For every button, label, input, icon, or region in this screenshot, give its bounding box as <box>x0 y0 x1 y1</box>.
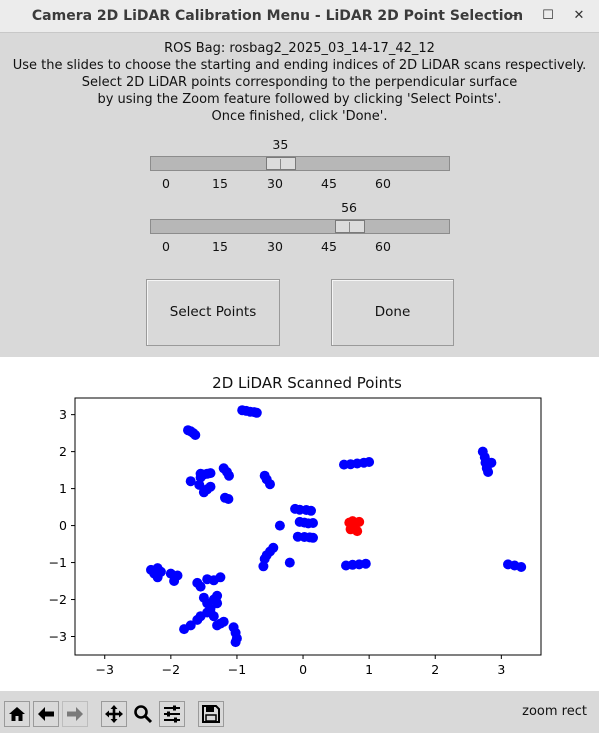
lidar-point <box>185 620 196 631</box>
y-tick-label: 0 <box>59 518 67 533</box>
lidar-point <box>215 572 226 583</box>
lidar-point <box>205 468 216 479</box>
forward-icon <box>67 707 83 721</box>
start-tick-label: 15 <box>212 176 228 191</box>
y-tick-label: −3 <box>49 629 67 644</box>
lidar-point <box>190 430 201 440</box>
instruction-line-3: by using the Zoom feature followed by cl… <box>97 92 502 107</box>
start-tick-label: 0 <box>162 176 170 191</box>
lidar-point <box>251 407 262 418</box>
instruction-line-4: Once finished, click 'Done'. <box>211 109 388 124</box>
lidar-point <box>218 616 229 627</box>
zoom-button[interactable] <box>130 701 156 727</box>
lidar-point <box>169 576 180 586</box>
lidar-point <box>155 566 166 577</box>
y-tick-label: 2 <box>59 444 67 459</box>
lidar-point <box>208 611 219 622</box>
lidar-point <box>360 558 371 569</box>
instructions: ROS Bag: rosbag2_2025_03_14-17_42_12 Use… <box>0 40 599 125</box>
lidar-point <box>364 457 375 467</box>
lidar-point <box>486 457 497 468</box>
x-tick-label: −2 <box>162 662 180 677</box>
minimize-button[interactable]: – <box>511 8 519 23</box>
close-button[interactable]: ✕ <box>573 8 585 23</box>
end-slider-trough[interactable] <box>150 219 450 234</box>
lidar-point <box>516 562 527 572</box>
y-tick-label: −1 <box>49 555 67 570</box>
lidar-point <box>274 520 285 531</box>
forward-button[interactable] <box>62 701 88 727</box>
end-slider-value: 56 <box>341 200 357 215</box>
rosbag-label: ROS Bag: rosbag2_2025_03_14-17_42_12 <box>164 41 435 56</box>
configure-subplots-button[interactable] <box>159 701 185 727</box>
window-titlebar[interactable]: Camera 2D LiDAR Calibration Menu - LiDAR… <box>0 0 599 33</box>
lidar-point <box>224 470 234 481</box>
start-slider-handle[interactable] <box>266 157 297 170</box>
lidar-point <box>259 553 270 564</box>
instruction-line-2: Select 2D LiDAR points corresponding to … <box>81 75 518 90</box>
done-button[interactable]: Done <box>331 279 454 346</box>
x-tick-label: 1 <box>365 662 373 677</box>
x-tick-label: 0 <box>299 662 307 677</box>
start-tick-label: 60 <box>375 176 391 191</box>
instruction-line-1: Use the slides to choose the starting an… <box>12 58 587 73</box>
lidar-point <box>195 581 206 592</box>
end-tick-label: 45 <box>321 239 337 254</box>
lidar-point <box>194 479 205 490</box>
lidar-point <box>284 557 295 568</box>
save-icon <box>202 705 220 723</box>
end-tick-label: 30 <box>267 239 283 254</box>
lidar-point <box>185 476 196 487</box>
control-panel: ROS Bag: rosbag2_2025_03_14-17_42_12 Use… <box>0 33 599 357</box>
save-button[interactable] <box>198 701 224 727</box>
chart-title: 2D LiDAR Scanned Points <box>212 374 402 392</box>
y-tick-label: 3 <box>59 407 67 422</box>
end-tick-label: 0 <box>162 239 170 254</box>
y-tick-label: 1 <box>59 481 67 496</box>
start-slider-value: 35 <box>272 137 289 152</box>
lidar-point <box>308 518 318 528</box>
zoom-icon <box>134 705 153 724</box>
end-index-slider[interactable]: 56 0 15 30 45 60 <box>150 200 450 260</box>
select-points-button[interactable]: Select Points <box>146 279 280 346</box>
configure-subplots-icon <box>164 705 180 723</box>
lidar-point <box>195 472 206 483</box>
pan-button[interactable] <box>101 701 127 727</box>
lidar-point <box>212 598 223 609</box>
end-tick-label: 60 <box>375 239 391 254</box>
lidar-point <box>308 532 318 543</box>
end-slider-handle[interactable] <box>335 220 366 233</box>
start-tick-label: 45 <box>321 176 337 191</box>
selected-lidar-point <box>345 524 356 535</box>
start-tick-label: 30 <box>267 176 283 191</box>
start-index-slider[interactable]: 35 0 15 30 45 60 <box>150 137 450 197</box>
lidar-point <box>258 561 269 572</box>
plot-figure[interactable]: 2D LiDAR Scanned Points −3 −2 −1 0 1 2 3 3 2 1 0 −1… <box>0 357 599 691</box>
navigation-toolbar: zoom rect <box>0 691 599 733</box>
maximize-button[interactable]: ☐ <box>542 8 554 23</box>
x-tick-label: 3 <box>497 662 505 677</box>
toolbar-status-message: zoom rect <box>522 704 587 719</box>
lidar-point <box>306 505 316 516</box>
lidar-point <box>198 487 209 498</box>
lidar-point <box>483 467 494 477</box>
window-title: Camera 2D LiDAR Calibration Menu - LiDAR… <box>31 8 524 24</box>
y-tick-label: −2 <box>49 592 67 607</box>
plot-axes-frame <box>74 397 542 656</box>
lidar-point <box>230 637 241 648</box>
back-icon <box>38 707 54 721</box>
pan-icon <box>105 705 123 723</box>
scatter-plot[interactable]: −3 −2 −1 0 1 2 3 3 2 1 0 −1 −2 −3 <box>0 357 599 691</box>
x-tick-label: −3 <box>96 662 114 677</box>
start-slider-trough[interactable] <box>150 156 450 171</box>
lidar-point <box>265 479 275 490</box>
lidar-point <box>195 611 206 622</box>
home-button[interactable] <box>4 701 30 727</box>
home-icon <box>9 707 25 721</box>
x-tick-label: −1 <box>228 662 246 677</box>
end-tick-label: 15 <box>212 239 228 254</box>
x-tick-label: 2 <box>431 662 439 677</box>
back-button[interactable] <box>33 701 59 727</box>
lidar-point <box>223 494 234 504</box>
